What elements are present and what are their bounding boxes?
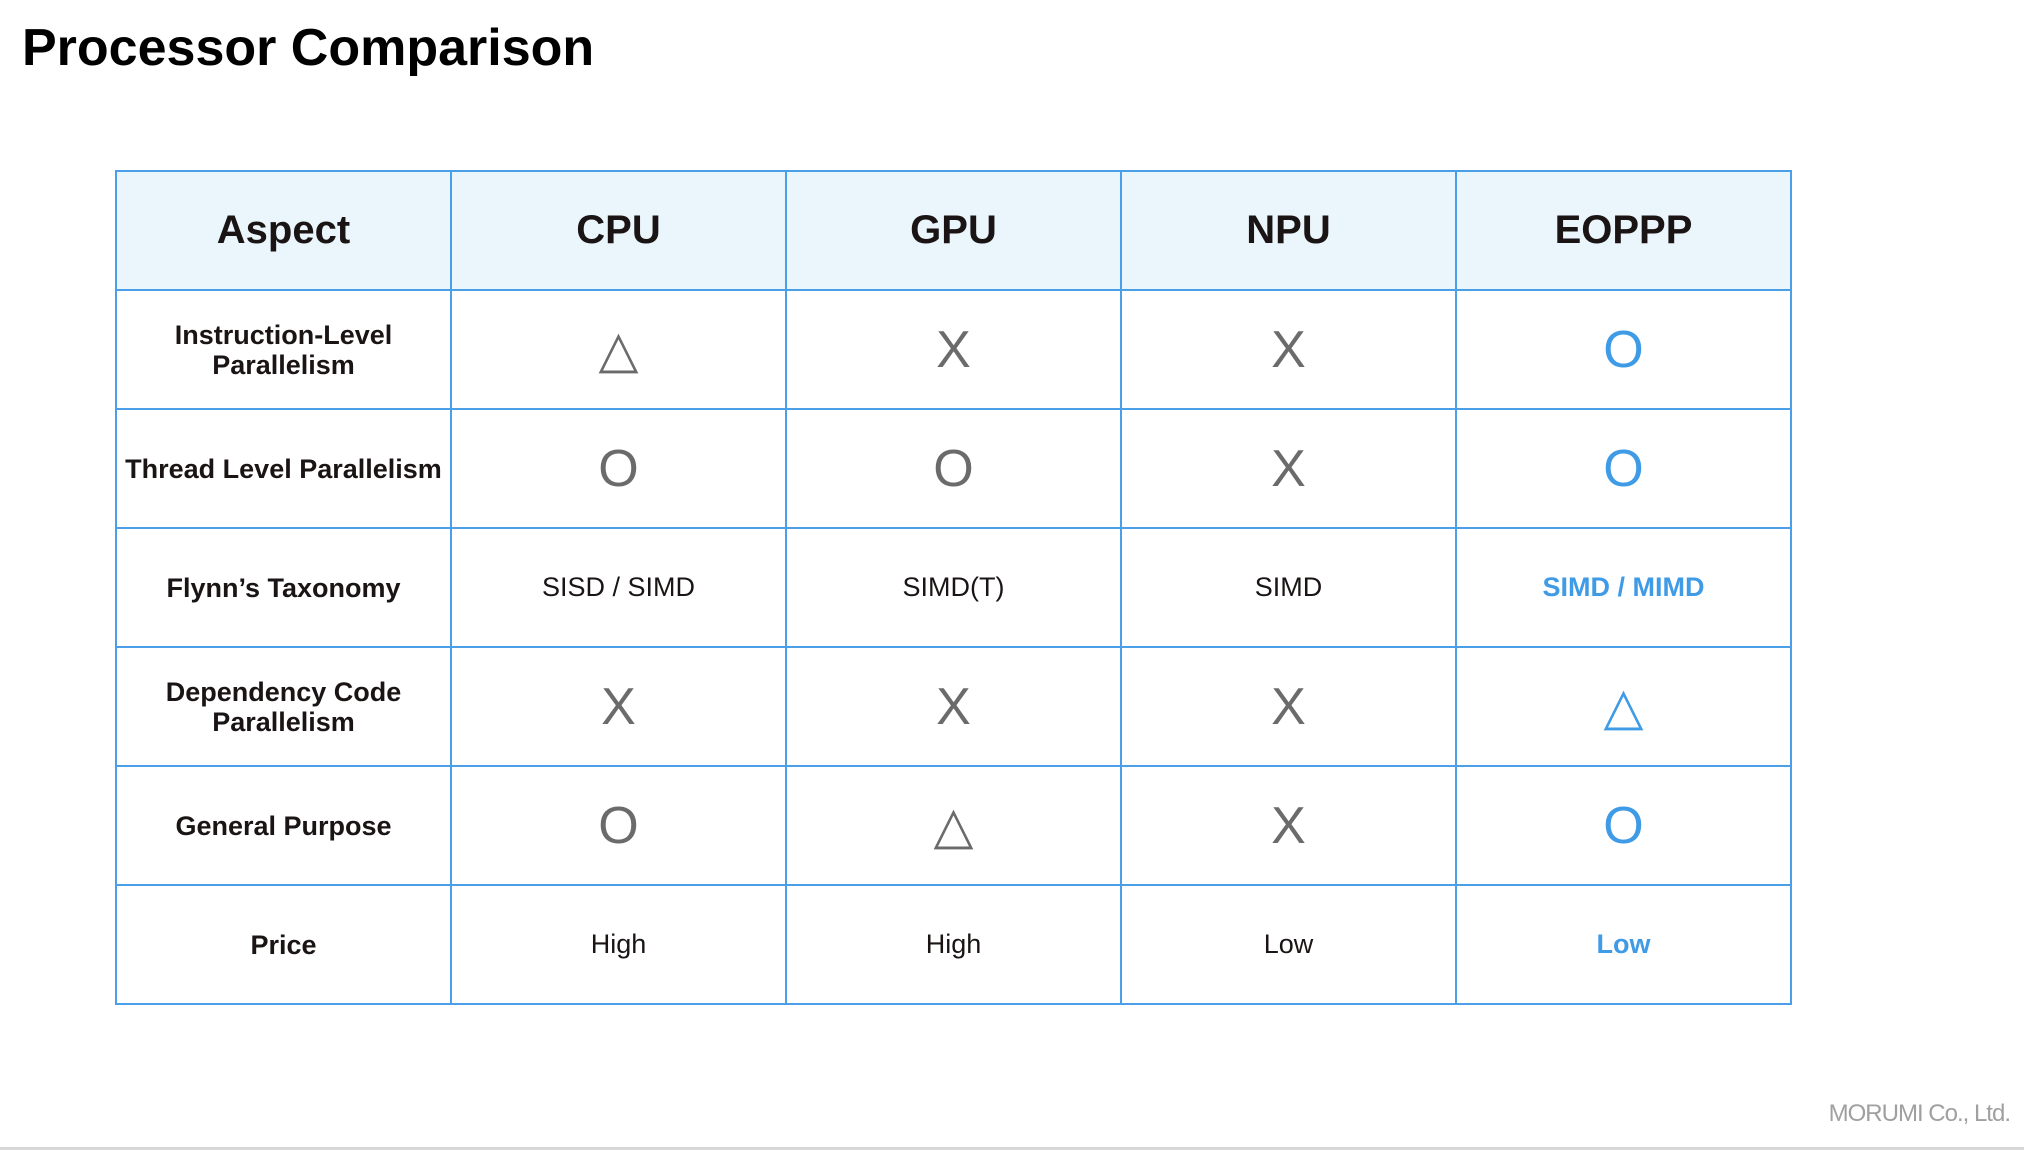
- rating-cell: O: [1455, 289, 1792, 410]
- company-footer: MORUMI Co., Ltd.: [1828, 1100, 2011, 1127]
- value-cell: Low: [1120, 884, 1457, 1005]
- rating-cell: O: [1455, 765, 1792, 886]
- rating-cell: △: [1455, 646, 1792, 767]
- column-header: EOPPP: [1455, 170, 1792, 291]
- value-cell: High: [450, 884, 787, 1005]
- rating-cell: △: [450, 289, 787, 410]
- row-label: Flynn’s Taxonomy: [115, 527, 452, 648]
- value-cell: SIMD(T): [785, 527, 1122, 648]
- row-label: Instruction-Level Parallelism: [115, 289, 452, 410]
- row-label: Price: [115, 884, 452, 1005]
- row-label: Dependency Code Parallelism: [115, 646, 452, 767]
- table-row: Flynn’s Taxonomy SISD / SIMD SIMD(T) SIMD SI…: [115, 527, 1792, 648]
- column-header: GPU: [785, 170, 1122, 291]
- column-header: Aspect: [115, 170, 452, 291]
- rating-cell: △: [785, 765, 1122, 886]
- comparison-table: Aspect CPU GPU NPU EOPPP Instruction-Level P…: [115, 170, 1792, 1005]
- rating-cell: X: [1120, 408, 1457, 529]
- value-cell: Low: [1455, 884, 1792, 1005]
- rating-cell: X: [1120, 646, 1457, 767]
- value-cell: SIMD / MIMD: [1455, 527, 1792, 648]
- row-label: Thread Level Parallelism: [115, 408, 452, 529]
- table-row: Dependency Code Parallelism X X X △: [115, 646, 1792, 767]
- rating-cell: O: [785, 408, 1122, 529]
- table-row: Instruction-Level Parallelism △ X X O: [115, 289, 1792, 410]
- value-cell: High: [785, 884, 1122, 1005]
- rating-cell: X: [1120, 765, 1457, 886]
- rating-cell: O: [450, 765, 787, 886]
- table-row: Price High High Low Low: [115, 884, 1792, 1005]
- value-cell: SIMD: [1120, 527, 1457, 648]
- rating-cell: O: [450, 408, 787, 529]
- column-header: NPU: [1120, 170, 1457, 291]
- value-cell: SISD / SIMD: [450, 527, 787, 648]
- rating-cell: X: [450, 646, 787, 767]
- rating-cell: X: [1120, 289, 1457, 410]
- rating-cell: X: [785, 289, 1122, 410]
- row-label: General Purpose: [115, 765, 452, 886]
- divider: [0, 1147, 2024, 1150]
- table-row: Thread Level Parallelism O O X O: [115, 408, 1792, 529]
- header-row: Aspect CPU GPU NPU EOPPP: [115, 170, 1792, 291]
- rating-cell: X: [785, 646, 1122, 767]
- column-header: CPU: [450, 170, 787, 291]
- page-title: Processor Comparison: [22, 19, 595, 77]
- table-row: General Purpose O △ X O: [115, 765, 1792, 886]
- rating-cell: O: [1455, 408, 1792, 529]
